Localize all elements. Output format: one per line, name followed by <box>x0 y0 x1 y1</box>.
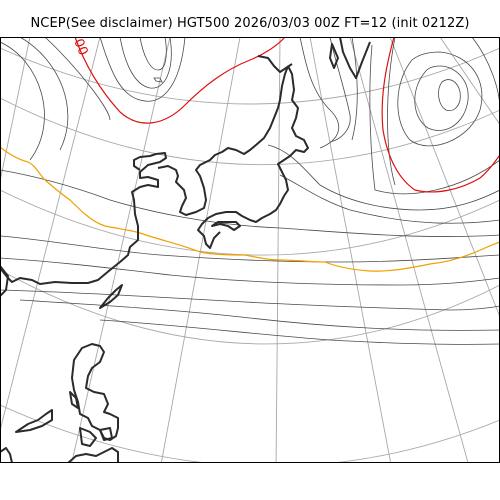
coastline-borneo-tip <box>15 409 53 433</box>
meridian-line <box>349 37 469 463</box>
contour-line <box>0 41 45 161</box>
graticule-meridians <box>0 37 500 463</box>
contour-line <box>438 79 461 112</box>
meridian-line <box>309 37 392 463</box>
red-contour-line <box>381 37 500 193</box>
reference-contour <box>0 146 500 272</box>
contour-line <box>387 37 396 186</box>
contour-line <box>0 235 500 263</box>
coastline-japan-honshu <box>197 65 309 249</box>
meridian-line <box>439 37 500 126</box>
contour-line <box>414 65 469 131</box>
coastline-asia-korea <box>0 152 167 285</box>
contour-line <box>99 37 186 102</box>
parallel-line <box>0 404 500 463</box>
meridian-line <box>0 37 101 433</box>
contour-line <box>44 37 111 121</box>
contour-label: 00 <box>70 37 90 58</box>
coastline-hokkaido <box>257 55 293 73</box>
contour-line <box>19 299 500 331</box>
contour-line <box>153 77 163 83</box>
coastline-kuril <box>329 43 339 69</box>
meridian-line <box>71 37 171 463</box>
contour-line <box>397 51 483 147</box>
graticule-parallels <box>0 47 500 463</box>
contour-line <box>139 37 167 71</box>
meridian-line <box>389 37 500 319</box>
map-title: NCEP(See disclaimer) HGT500 2026/03/03 0… <box>30 16 470 31</box>
coastline-borneo-south <box>0 447 13 463</box>
coastline-sakhalin <box>339 37 371 79</box>
coastline-mindanao <box>67 447 119 463</box>
coastline-china-coast <box>0 265 9 297</box>
contour-line <box>19 37 69 151</box>
contour-line <box>119 37 172 89</box>
contour-line <box>369 44 500 195</box>
coastline-kyushu <box>211 221 241 231</box>
meridian-line <box>275 37 281 463</box>
contour-line <box>0 289 500 311</box>
contour-line <box>267 144 500 211</box>
contour-line <box>329 37 351 143</box>
contour-line <box>279 174 500 224</box>
meridian-line <box>160 37 241 463</box>
parallel-line <box>0 269 500 345</box>
parallel-line <box>0 97 500 166</box>
coastline-philippines-islands <box>69 391 113 447</box>
contour-line <box>0 169 500 237</box>
contour-line <box>99 319 500 345</box>
coastline-philippines-luzon <box>71 343 119 441</box>
meridian-line <box>0 37 31 184</box>
coastline-taiwan <box>99 284 123 309</box>
orange-contour-line <box>0 146 500 272</box>
contour-line <box>299 37 340 149</box>
coastlines <box>0 37 371 463</box>
height-contours <box>0 37 500 345</box>
parallel-line <box>0 47 500 105</box>
contour-line <box>0 257 500 286</box>
contour-line <box>351 37 358 141</box>
coastline-asia-korea-east <box>157 65 289 216</box>
parallel-line <box>0 189 500 256</box>
